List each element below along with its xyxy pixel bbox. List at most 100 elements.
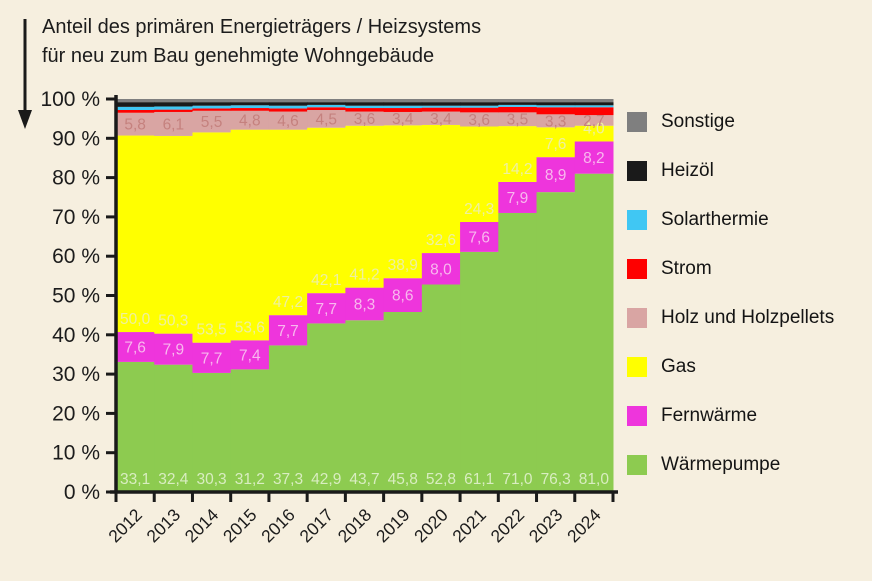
- segment-fernwaerme-2012: [116, 332, 155, 362]
- legend-item-solarthermie: Solarthermie: [627, 206, 834, 234]
- segment-waermepumpe-2017: [307, 323, 346, 492]
- data-label-gas-2017: 42,1: [311, 272, 341, 289]
- segment-heizoel-2014: [192, 102, 232, 106]
- segment-waermepumpe-2021: [460, 251, 499, 492]
- segment-strom-2023: [536, 107, 576, 115]
- segment-sonstige-2017: [307, 99, 346, 103]
- segment-fernwaerme-2022: [498, 181, 538, 213]
- segment-fernwaerme-2020: [421, 253, 461, 285]
- x-tick-label-2024: 2024: [563, 505, 605, 547]
- legend-swatch-strom: [627, 259, 647, 279]
- segment-waermepumpe-2022: [498, 212, 538, 492]
- legend: Sonstige Heizöl Solarthermie Strom Holz und …: [627, 108, 834, 500]
- y-tick-label: 0 %: [64, 481, 100, 504]
- legend-item-waermepumpe: Wärmepumpe: [627, 451, 834, 479]
- segment-heizoel-2017: [307, 102, 346, 105]
- x-tick-label-2020: 2020: [410, 505, 452, 547]
- legend-label-waermepumpe: Wärmepumpe: [661, 454, 781, 475]
- segment-gas-2012: [116, 135, 155, 333]
- segment-solarthermie-2018: [345, 105, 385, 109]
- segment-fernwaerme-2013: [154, 333, 193, 365]
- segment-waermepumpe-2020: [421, 284, 461, 492]
- legend-swatch-waermepumpe: [627, 455, 647, 475]
- segment-strom-2013: [154, 109, 193, 112]
- segment-fernwaerme-2024: [574, 141, 614, 174]
- data-label-holz-2012: 5,8: [124, 117, 146, 134]
- legend-label-holz: Holz und Holzpellets: [661, 307, 835, 328]
- segment-heizoel-2019: [383, 102, 423, 106]
- legend-item-holz: Holz und Holzpellets: [627, 304, 834, 332]
- segment-fernwaerme-2015: [230, 340, 270, 370]
- data-label-fernwaerme-2023: 8,9: [545, 167, 567, 184]
- segment-strom-2012: [116, 110, 155, 113]
- segment-waermepumpe-2019: [383, 312, 423, 492]
- x-tick-label-2021: 2021: [448, 505, 490, 547]
- segment-gas-2014: [192, 132, 232, 343]
- segment-waermepumpe-2023: [536, 192, 576, 493]
- data-label-fernwaerme-2015: 7,4: [239, 347, 261, 364]
- data-label-gas-2024: 4,0: [583, 120, 605, 137]
- legend-item-heizoel: Heizöl: [627, 157, 834, 185]
- segment-strom-2015: [230, 108, 270, 111]
- data-label-waermepumpe-2013: 32,4: [158, 471, 189, 488]
- segment-sonstige-2012: [116, 99, 155, 103]
- segment-solarthermie-2016: [268, 105, 308, 109]
- down-arrow-icon: [14, 16, 38, 132]
- legend-swatch-sonstige: [627, 112, 647, 132]
- y-tick-label: 30 %: [52, 363, 100, 386]
- data-label-waermepumpe-2015: 31,2: [235, 471, 265, 488]
- segment-heizoel-2020: [421, 102, 461, 106]
- x-tick-label-2012: 2012: [104, 505, 146, 547]
- data-label-waermepumpe-2016: 37,3: [273, 471, 303, 488]
- segment-heizoel-2023: [536, 102, 576, 106]
- data-label-fernwaerme-2016: 7,7: [277, 323, 299, 340]
- segment-fernwaerme-2021: [460, 222, 499, 252]
- x-tick-label-2016: 2016: [257, 505, 299, 547]
- segment-gas-2018: [345, 125, 385, 288]
- data-label-waermepumpe-2021: 61,1: [464, 471, 494, 488]
- chart-title-line1: Anteil des primären Energieträgers / Hei…: [42, 16, 482, 38]
- segment-sonstige-2024: [574, 99, 614, 103]
- segment-solarthermie-2024: [574, 105, 614, 108]
- legend-item-strom: Strom: [627, 255, 834, 283]
- segment-holz-2017: [307, 110, 346, 128]
- x-tick-label-2017: 2017: [295, 505, 337, 547]
- data-label-gas-2015: 53,6: [235, 319, 265, 336]
- x-tick-label-2014: 2014: [181, 505, 223, 547]
- segment-solarthermie-2019: [383, 105, 423, 109]
- x-tick-label-2023: 2023: [525, 505, 567, 547]
- segment-solarthermie-2021: [460, 105, 499, 108]
- legend-item-fernwaerme: Fernwärme: [627, 402, 834, 430]
- segment-strom-2022: [498, 106, 538, 113]
- segment-fernwaerme-2019: [383, 278, 423, 313]
- segment-holz-2012: [116, 112, 155, 136]
- y-tick-label: 10 %: [52, 442, 100, 465]
- segment-sonstige-2019: [383, 99, 423, 103]
- segment-strom-2014: [192, 108, 232, 111]
- segment-sonstige-2020: [421, 99, 461, 103]
- segment-fernwaerme-2014: [192, 342, 232, 373]
- legend-swatch-gas: [627, 357, 647, 377]
- data-label-holz-2014: 5,5: [201, 114, 223, 131]
- y-tick-label: 90 %: [52, 127, 100, 150]
- segment-solarthermie-2013: [154, 106, 193, 110]
- data-label-gas-2014: 53,5: [196, 322, 226, 339]
- data-label-waermepumpe-2012: 33,1: [120, 471, 150, 488]
- legend-label-strom: Strom: [661, 258, 712, 279]
- legend-label-heizoel: Heizöl: [661, 160, 714, 181]
- legend-swatch-solarthermie: [627, 210, 647, 230]
- segment-waermepumpe-2013: [154, 364, 193, 492]
- chart-title: Anteil des primären Energieträgers / Hei…: [42, 13, 481, 71]
- segment-holz-2024: [574, 115, 614, 126]
- data-label-waermepumpe-2023: 76,3: [541, 471, 571, 488]
- data-label-waermepumpe-2024: 81,0: [579, 471, 610, 488]
- segment-solarthermie-2015: [230, 105, 270, 109]
- segment-solarthermie-2023: [536, 105, 576, 108]
- legend-label-fernwaerme: Fernwärme: [661, 405, 758, 426]
- segment-strom-2018: [345, 108, 385, 112]
- segment-holz-2022: [498, 112, 538, 127]
- data-label-holz-2015: 4,8: [239, 113, 261, 130]
- legend-swatch-heizoel: [627, 161, 647, 181]
- segment-waermepumpe-2012: [116, 361, 155, 492]
